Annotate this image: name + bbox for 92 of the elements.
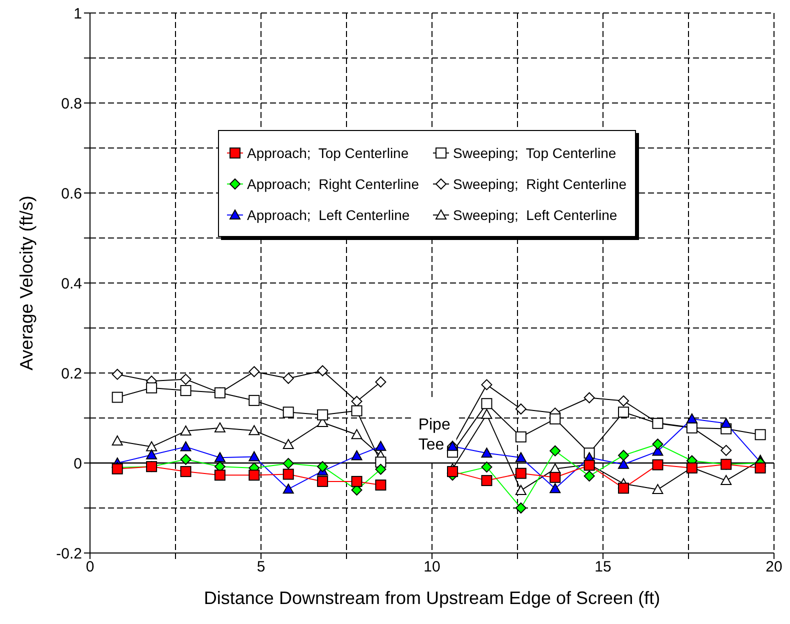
point [112, 435, 123, 446]
point [618, 482, 630, 494]
point [754, 429, 766, 440]
y-tick-label: 0.4 [61, 275, 82, 292]
point [282, 372, 294, 384]
point [180, 454, 192, 465]
point [584, 392, 595, 404]
point [515, 502, 526, 514]
point [146, 382, 158, 394]
point [248, 394, 260, 406]
point [584, 470, 595, 482]
legend-label: Sweeping; Top Centerline [453, 144, 616, 160]
point [515, 431, 526, 442]
point [214, 422, 226, 432]
point [351, 405, 362, 416]
point [481, 398, 492, 410]
point [112, 392, 123, 403]
point [550, 445, 561, 456]
y-tick-label: 0.6 [61, 185, 82, 202]
point [686, 413, 698, 424]
legend-label: Approach; Left Centerline [247, 206, 410, 222]
point [375, 464, 386, 475]
point [112, 368, 123, 380]
point [282, 406, 294, 418]
point [754, 462, 766, 474]
point [652, 459, 664, 470]
point [375, 480, 386, 491]
x-tick-label: 10 [424, 558, 440, 576]
point [351, 450, 362, 460]
point [618, 395, 630, 406]
x-tick-label: 5 [256, 558, 266, 576]
y-tick-label: 0.8 [61, 95, 82, 112]
point [214, 387, 226, 398]
point [481, 408, 492, 419]
point [481, 379, 492, 390]
point [282, 439, 294, 450]
point [146, 449, 158, 460]
point [618, 458, 630, 469]
point [214, 470, 226, 481]
point [180, 466, 192, 478]
point [248, 451, 260, 462]
y-axis-title: Average Velocity (ft/s) [16, 196, 36, 370]
point [720, 475, 732, 486]
point [515, 468, 526, 479]
legend-label: Approach; Top Centerline [247, 144, 409, 160]
x-tick-label: 20 [766, 558, 782, 576]
y-tick-label: 0.2 [61, 365, 82, 382]
point [550, 472, 561, 483]
point [146, 441, 158, 452]
point [515, 484, 526, 495]
point [180, 385, 192, 396]
point [248, 425, 260, 436]
point [618, 406, 630, 418]
point [481, 475, 492, 486]
point [618, 450, 630, 461]
y-tick-label: 0 [74, 455, 82, 472]
point [282, 458, 294, 469]
x-tick-label: 0 [86, 558, 94, 576]
point [248, 470, 260, 481]
point [180, 374, 192, 385]
point [180, 441, 192, 452]
point [248, 366, 260, 378]
point [282, 468, 294, 480]
point [317, 476, 328, 487]
point [447, 466, 458, 478]
legend-label: Sweeping; Right Centerline [453, 176, 627, 192]
point [351, 429, 362, 440]
point [317, 409, 328, 420]
point [686, 422, 698, 434]
point [652, 438, 664, 450]
point [515, 404, 526, 414]
y-tick-label: -0.2 [56, 545, 82, 562]
x-axis-title: Distance Downstream from Upstream Edge of Screen (ft) [204, 588, 660, 608]
point [652, 418, 664, 429]
point [515, 452, 526, 462]
point [481, 448, 492, 458]
point [481, 462, 492, 473]
point [351, 476, 362, 487]
point [550, 483, 561, 494]
point [550, 413, 561, 424]
legend-label: Approach; Right Centerline [247, 176, 419, 192]
annotation: Pipe Tee [418, 416, 450, 454]
point [720, 418, 732, 428]
legend-label: Sweeping; Left Centerline [453, 206, 618, 222]
point [375, 440, 386, 451]
point [317, 461, 328, 472]
y-tick-label: 1 [74, 5, 82, 22]
x-tick-label: 15 [594, 558, 612, 576]
point [652, 484, 664, 494]
point [282, 484, 294, 494]
point [180, 426, 192, 436]
point [214, 452, 226, 462]
